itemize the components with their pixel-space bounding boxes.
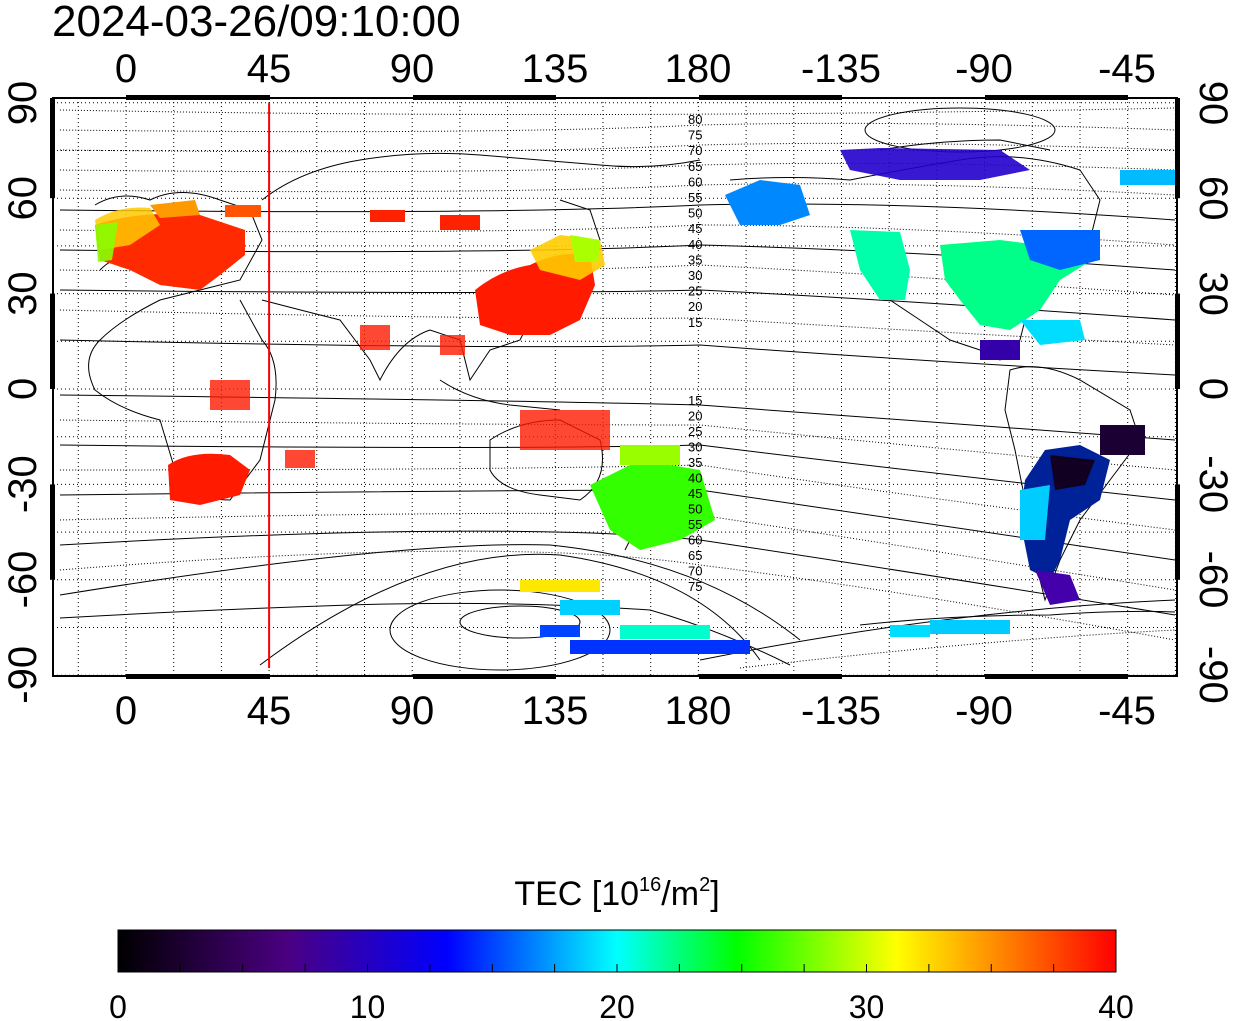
lon-tick-top: 0 [115, 47, 137, 91]
lon-tick-bottom: -135 [801, 689, 881, 733]
lat-tick-left: -60 [1, 551, 45, 609]
lon-tick-top: 180 [665, 47, 732, 91]
lat-tick-right: 60 [1191, 176, 1235, 221]
lon-tick-bottom: 0 [115, 689, 137, 733]
colorbar-title-prefix: TEC [10 [514, 875, 639, 913]
contour-label: 15 [688, 393, 702, 408]
lon-tick-top: -45 [1098, 47, 1156, 91]
contour-label: 45 [688, 221, 702, 236]
contour-label: 40 [688, 471, 702, 486]
contour-label: 60 [688, 174, 702, 189]
lon-tick-bottom: 90 [390, 689, 435, 733]
lat-tick-right: -90 [1191, 646, 1235, 704]
colorbar-tick-label: 40 [1098, 989, 1134, 1021]
colorbar-title-sup2: 2 [699, 874, 710, 896]
lat-tick-right: 30 [1191, 271, 1235, 316]
colorbar-title-suffix: ] [710, 875, 719, 913]
lat-tick-left: 90 [1, 81, 45, 126]
contour-label: 65 [688, 548, 702, 563]
lon-tick-bottom: 180 [665, 689, 732, 733]
lat-tick-left: 30 [1, 271, 45, 316]
colorbar-tick-label: 10 [350, 989, 386, 1021]
lon-tick-bottom: 45 [247, 689, 292, 733]
axis-thick-segments [50, 95, 1180, 679]
lon-tick-top: 45 [247, 47, 292, 91]
contour-label: 45 [688, 486, 702, 501]
contour-label: 80 [688, 112, 702, 127]
contour-label: 70 [688, 143, 702, 158]
lat-tick-left: -30 [1, 455, 45, 513]
lon-tick-bottom: -90 [955, 689, 1013, 733]
contour-label: 30 [688, 440, 702, 455]
contour-label: 50 [688, 206, 702, 221]
colorbar-title-mid: /m [661, 875, 699, 913]
contour-label: 75 [688, 579, 702, 594]
lat-tick-right: 0 [1191, 378, 1235, 400]
contour-label: 15 [688, 315, 702, 330]
contour-label: 40 [688, 237, 702, 252]
colorbar-title-sup1: 16 [639, 874, 661, 896]
lon-tick-top: -135 [801, 47, 881, 91]
contour-label: 35 [688, 252, 702, 267]
contour-label: 65 [688, 159, 702, 174]
tec-data-patches [95, 148, 1175, 654]
contour-label: 75 [688, 128, 702, 143]
contour-label: 60 [688, 533, 702, 548]
contour-label: 25 [688, 284, 702, 299]
contour-labels: 8075706560555045403530252015152025303540… [688, 112, 702, 594]
colorbar-tick-label: 0 [109, 989, 127, 1021]
contour-label: 20 [688, 409, 702, 424]
lat-tick-right: -60 [1191, 551, 1235, 609]
contour-label: 55 [688, 517, 702, 532]
lat-tick-left: -90 [1, 646, 45, 704]
lon-tick-bottom: -45 [1098, 689, 1156, 733]
magnetic-contours [59, 107, 1176, 671]
contour-label: 35 [688, 455, 702, 470]
timestamp: 2024-03-26/09:10:00 [52, 0, 461, 46]
lon-tick-top: 90 [390, 47, 435, 91]
colorbar-title: TEC [1016/m2] [514, 874, 719, 913]
contour-label: 30 [688, 268, 702, 283]
contour-label: 55 [688, 190, 702, 205]
lat-tick-right: 90 [1191, 81, 1235, 126]
colorbar-tick-label: 30 [849, 989, 885, 1021]
contour-label: 50 [688, 502, 702, 517]
colorbar: 0 10 20 30 40 TEC [1016/m2] [109, 874, 1134, 1021]
contour-label: 20 [688, 299, 702, 314]
colorbar-tick-label: 20 [599, 989, 635, 1021]
lon-tick-bottom: 135 [522, 689, 589, 733]
lat-tick-left: 0 [1, 378, 45, 400]
lat-tick-left: 60 [1, 176, 45, 221]
contour-label: 25 [688, 424, 702, 439]
lon-tick-top: 135 [522, 47, 589, 91]
contour-label: 70 [688, 564, 702, 579]
lon-tick-top: -90 [955, 47, 1013, 91]
lat-tick-right: -30 [1191, 455, 1235, 513]
